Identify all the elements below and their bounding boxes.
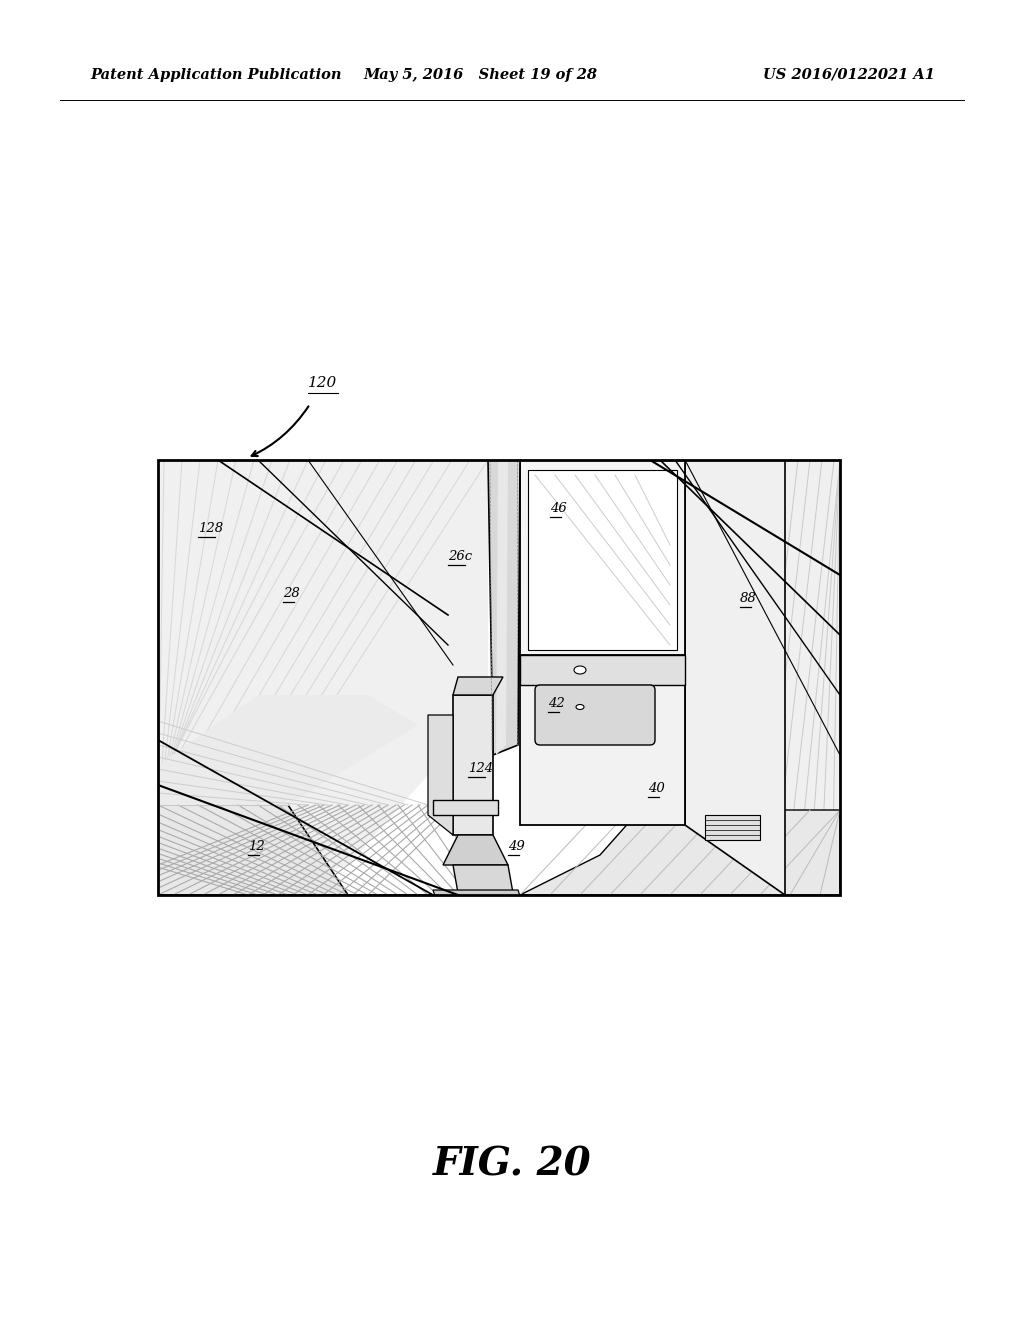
Text: 49: 49 (508, 840, 524, 853)
Polygon shape (685, 459, 785, 895)
Polygon shape (433, 800, 498, 814)
Polygon shape (158, 696, 418, 805)
Polygon shape (433, 890, 523, 906)
Text: 26c: 26c (449, 550, 472, 564)
Text: 40: 40 (648, 781, 665, 795)
Text: 88: 88 (740, 591, 757, 605)
Text: 120: 120 (308, 376, 337, 389)
Polygon shape (453, 677, 503, 696)
Text: 124: 124 (468, 762, 494, 775)
Polygon shape (520, 655, 685, 825)
Polygon shape (520, 810, 840, 895)
Polygon shape (488, 459, 520, 755)
Text: Patent Application Publication: Patent Application Publication (90, 69, 341, 82)
Ellipse shape (574, 667, 586, 675)
Ellipse shape (575, 705, 584, 710)
Bar (705, 814, 760, 840)
Polygon shape (640, 459, 840, 895)
Text: 128: 128 (198, 521, 223, 535)
Text: May 5, 2016   Sheet 19 of 28: May 5, 2016 Sheet 19 of 28 (362, 69, 597, 82)
Polygon shape (443, 836, 508, 865)
Text: 12: 12 (248, 840, 265, 853)
Polygon shape (158, 805, 348, 895)
Polygon shape (453, 696, 493, 836)
Bar (158, 459, 840, 895)
Text: 42: 42 (548, 697, 565, 710)
Polygon shape (528, 470, 677, 649)
Text: 28: 28 (283, 587, 300, 601)
Text: FIG. 20: FIG. 20 (433, 1146, 591, 1184)
Polygon shape (496, 459, 508, 755)
FancyBboxPatch shape (535, 685, 655, 744)
Text: 46: 46 (550, 502, 566, 515)
Polygon shape (520, 459, 685, 660)
Polygon shape (428, 715, 453, 836)
Polygon shape (453, 865, 513, 894)
Polygon shape (520, 655, 685, 685)
Text: US 2016/0122021 A1: US 2016/0122021 A1 (763, 69, 935, 82)
Polygon shape (158, 459, 488, 895)
